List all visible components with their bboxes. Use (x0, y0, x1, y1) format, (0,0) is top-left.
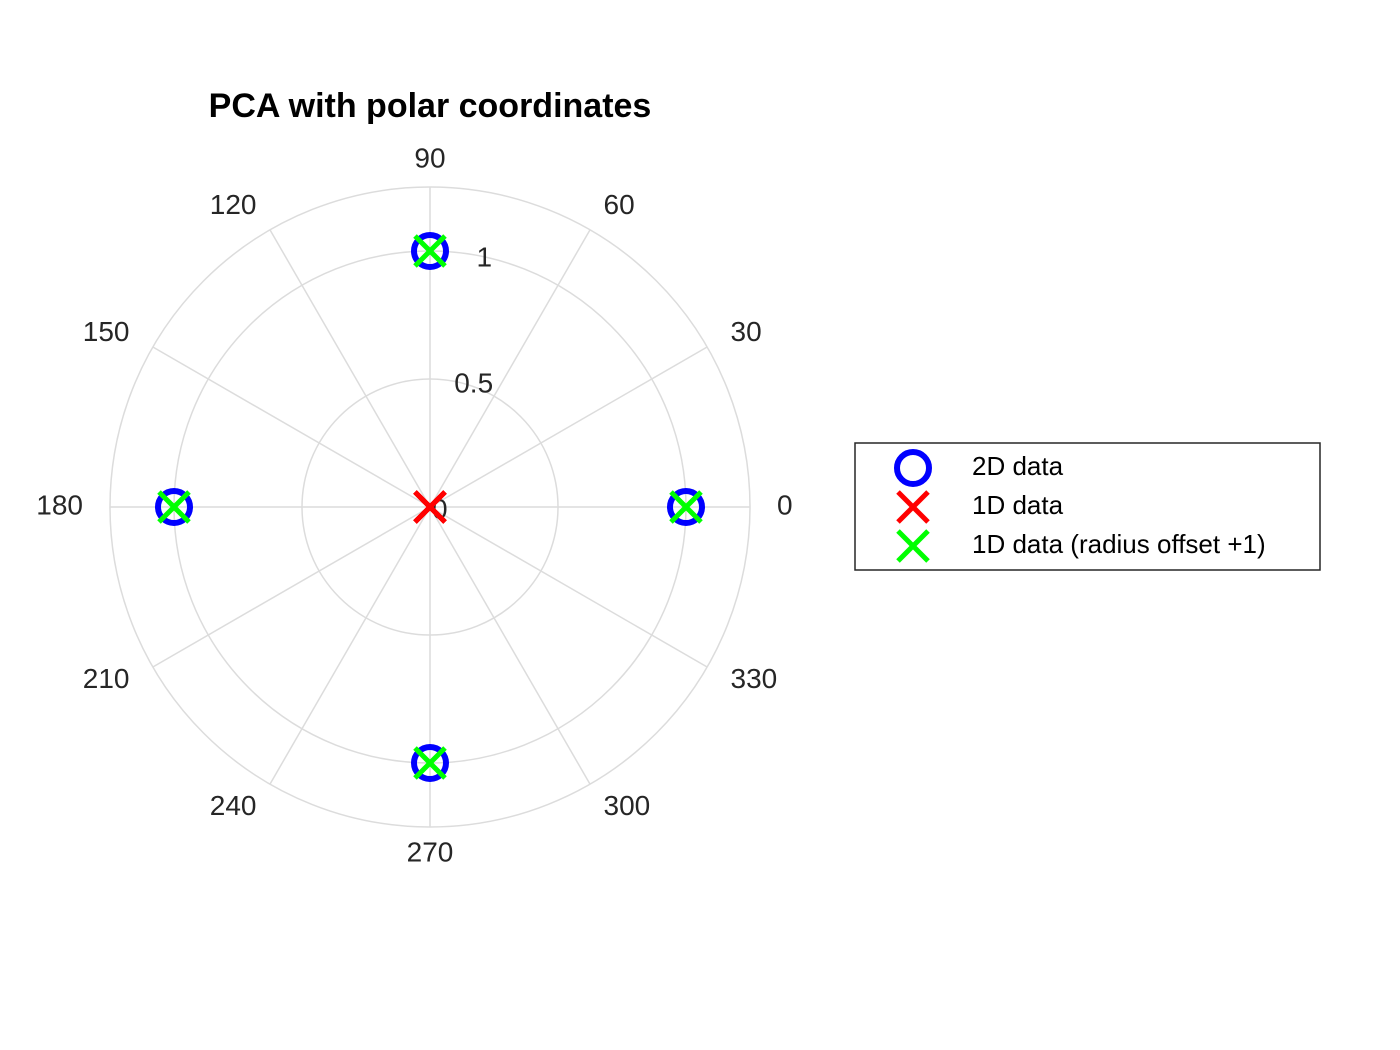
theta-tick-labels: 0 30 60 90 120 150 180 210 240 270 300 330 (36, 142, 792, 867)
theta-tick-label-60: 60 (604, 189, 635, 220)
legend-label-2: 1D data (972, 490, 1064, 520)
data-markers (155, 232, 705, 782)
series-3-point-4 (413, 746, 447, 780)
r-tick-label-1: 0.5 (454, 367, 493, 398)
theta-gridline-60 (429, 229, 591, 508)
legend-marker-2 (896, 490, 930, 524)
theta-gridline-240 (269, 506, 431, 785)
series-3 (157, 234, 703, 780)
r-gridline-0 (301, 378, 559, 636)
series-1-point-2 (411, 232, 449, 270)
series-3-point-1 (669, 490, 703, 524)
theta-gridline-150 (152, 346, 431, 508)
theta-tick-label-270: 270 (407, 836, 454, 867)
theta-tick-label-30: 30 (731, 316, 762, 347)
series-2-point-4 (413, 490, 447, 524)
theta-tick-label-240: 240 (210, 790, 257, 821)
theta-gridline-300 (429, 506, 591, 785)
theta-gridline-330 (429, 506, 708, 668)
legend-marker-1 (894, 449, 932, 487)
theta-tick-label-210: 210 (83, 663, 130, 694)
series-2 (413, 490, 447, 524)
theta-gridline-120 (269, 229, 431, 508)
theta-tick-label-150: 150 (83, 316, 130, 347)
legend-label-1: 2D data (972, 451, 1064, 481)
theta-tick-label-120: 120 (210, 189, 257, 220)
legend-box (854, 442, 1321, 571)
legend-marker-3 (896, 529, 930, 563)
theta-gridline-210 (152, 506, 431, 668)
theta-tick-label-330: 330 (731, 663, 778, 694)
r-tick-label-2: 1 (476, 241, 492, 272)
theta-tick-label-180: 180 (36, 489, 83, 520)
series-1-point-4 (411, 744, 449, 782)
series-1-point-1 (667, 488, 705, 526)
theta-tick-label-0: 0 (777, 489, 793, 520)
theta-tick-label-300: 300 (604, 790, 651, 821)
series-3-point-2 (413, 234, 447, 268)
legend: 2D data 1D data 1D data (radius offset +1) (854, 442, 1321, 571)
r-tick-labels: 00.51 (432, 241, 493, 524)
theta-tick-label-90: 90 (414, 142, 445, 173)
theta-gridline-30 (429, 346, 708, 508)
series-1-point-3 (155, 488, 193, 526)
outer-boundary-circle (109, 186, 751, 828)
series-3-point-3 (157, 490, 191, 524)
series-1 (155, 232, 705, 782)
legend-label-3: 1D data (radius offset +1) (972, 529, 1266, 559)
chart-title: PCA with polar coordinates (209, 87, 652, 125)
